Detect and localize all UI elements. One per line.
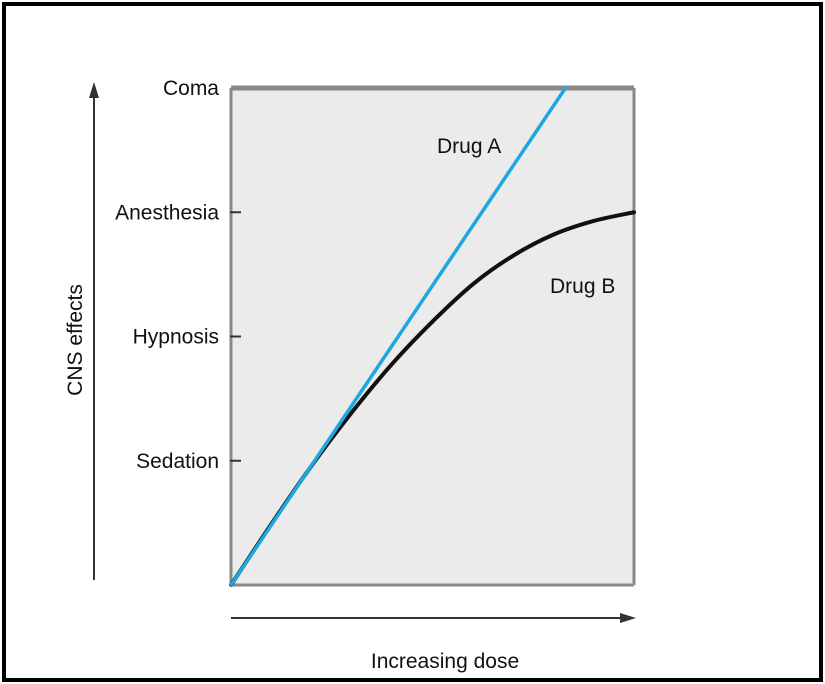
plot-area <box>231 88 634 585</box>
y-axis-arrow-head <box>89 82 99 98</box>
y-tick-label: Anesthesia <box>115 201 219 224</box>
series-line-drug-a <box>229 86 568 587</box>
x-axis-arrow-head <box>620 613 636 623</box>
y-axis-ticks: Sedation Hypnosis Anesthesia Coma <box>115 77 241 473</box>
series-layer <box>229 86 636 587</box>
y-tick-label: Sedation <box>136 450 219 473</box>
y-axis-title: CNS effects <box>64 284 87 396</box>
y-tick-label: Coma <box>163 77 219 100</box>
series-label-drug-b: Drug B <box>550 275 615 298</box>
series-label-drug-a: Drug A <box>437 135 501 158</box>
y-tick-label: Hypnosis <box>133 326 219 349</box>
x-axis-title: Increasing dose <box>371 650 519 673</box>
